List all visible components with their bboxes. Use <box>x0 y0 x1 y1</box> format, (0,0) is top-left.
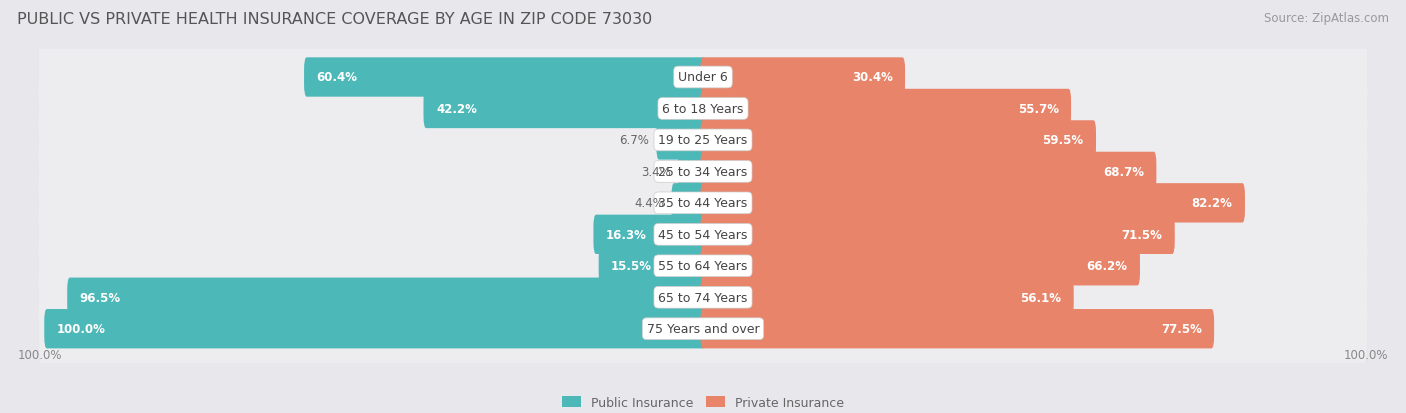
FancyBboxPatch shape <box>38 197 1368 273</box>
Text: Source: ZipAtlas.com: Source: ZipAtlas.com <box>1264 12 1389 25</box>
Text: 19 to 25 Years: 19 to 25 Years <box>658 134 748 147</box>
FancyBboxPatch shape <box>38 228 1368 304</box>
Text: 30.4%: 30.4% <box>852 71 893 84</box>
FancyBboxPatch shape <box>700 309 1215 349</box>
FancyBboxPatch shape <box>38 41 1368 117</box>
Legend: Public Insurance, Private Insurance: Public Insurance, Private Insurance <box>557 391 849 413</box>
FancyBboxPatch shape <box>38 261 1368 337</box>
Text: 55.7%: 55.7% <box>1018 103 1059 116</box>
FancyBboxPatch shape <box>700 121 1097 160</box>
Text: 15.5%: 15.5% <box>612 260 652 273</box>
Text: Under 6: Under 6 <box>678 71 728 84</box>
FancyBboxPatch shape <box>38 71 1368 147</box>
Text: 56.1%: 56.1% <box>1021 291 1062 304</box>
FancyBboxPatch shape <box>38 40 1368 116</box>
FancyBboxPatch shape <box>657 121 706 160</box>
FancyBboxPatch shape <box>38 104 1368 180</box>
Text: 65 to 74 Years: 65 to 74 Years <box>658 291 748 304</box>
FancyBboxPatch shape <box>38 198 1368 274</box>
FancyBboxPatch shape <box>67 278 706 317</box>
Text: 42.2%: 42.2% <box>436 103 477 116</box>
Text: 35 to 44 Years: 35 to 44 Years <box>658 197 748 210</box>
FancyBboxPatch shape <box>700 278 1074 317</box>
Text: 100.0%: 100.0% <box>56 323 105 335</box>
Text: 3.4%: 3.4% <box>641 166 671 178</box>
FancyBboxPatch shape <box>599 247 706 286</box>
FancyBboxPatch shape <box>700 90 1071 129</box>
Text: 66.2%: 66.2% <box>1087 260 1128 273</box>
Text: 4.4%: 4.4% <box>634 197 664 210</box>
FancyBboxPatch shape <box>678 152 706 192</box>
Text: 100.0%: 100.0% <box>1344 348 1389 361</box>
FancyBboxPatch shape <box>700 58 905 97</box>
Text: 25 to 34 Years: 25 to 34 Years <box>658 166 748 178</box>
Text: 60.4%: 60.4% <box>316 71 357 84</box>
FancyBboxPatch shape <box>38 166 1368 242</box>
FancyBboxPatch shape <box>38 165 1368 241</box>
Text: 75 Years and over: 75 Years and over <box>647 323 759 335</box>
Text: 6.7%: 6.7% <box>619 134 650 147</box>
Text: PUBLIC VS PRIVATE HEALTH INSURANCE COVERAGE BY AGE IN ZIP CODE 73030: PUBLIC VS PRIVATE HEALTH INSURANCE COVER… <box>17 12 652 27</box>
Text: 77.5%: 77.5% <box>1161 323 1202 335</box>
FancyBboxPatch shape <box>38 259 1368 335</box>
Text: 55 to 64 Years: 55 to 64 Years <box>658 260 748 273</box>
FancyBboxPatch shape <box>38 72 1368 148</box>
FancyBboxPatch shape <box>593 215 706 254</box>
FancyBboxPatch shape <box>700 247 1140 286</box>
Text: 82.2%: 82.2% <box>1192 197 1233 210</box>
FancyBboxPatch shape <box>38 134 1368 210</box>
FancyBboxPatch shape <box>423 90 706 129</box>
FancyBboxPatch shape <box>44 309 706 349</box>
FancyBboxPatch shape <box>38 229 1368 305</box>
FancyBboxPatch shape <box>38 292 1368 368</box>
FancyBboxPatch shape <box>38 291 1368 367</box>
FancyBboxPatch shape <box>38 102 1368 178</box>
Text: 71.5%: 71.5% <box>1122 228 1163 241</box>
Text: 16.3%: 16.3% <box>606 228 647 241</box>
FancyBboxPatch shape <box>700 215 1175 254</box>
FancyBboxPatch shape <box>700 152 1156 192</box>
Text: 45 to 54 Years: 45 to 54 Years <box>658 228 748 241</box>
Text: 68.7%: 68.7% <box>1102 166 1144 178</box>
Text: 59.5%: 59.5% <box>1042 134 1084 147</box>
FancyBboxPatch shape <box>700 184 1244 223</box>
FancyBboxPatch shape <box>38 135 1368 211</box>
Text: 96.5%: 96.5% <box>80 291 121 304</box>
Text: 6 to 18 Years: 6 to 18 Years <box>662 103 744 116</box>
FancyBboxPatch shape <box>672 184 706 223</box>
FancyBboxPatch shape <box>304 58 706 97</box>
Text: 100.0%: 100.0% <box>17 348 62 361</box>
